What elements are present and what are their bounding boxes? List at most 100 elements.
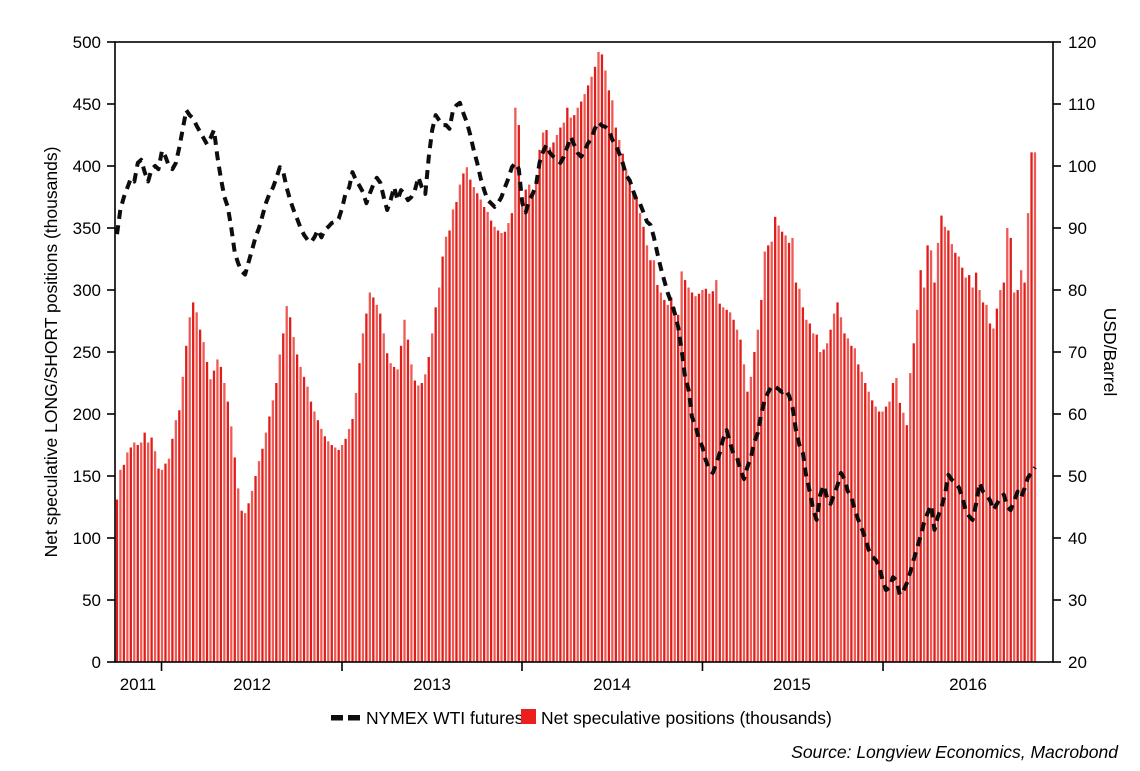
bar [493, 226, 496, 662]
left-tick-label: 400 [73, 157, 101, 176]
bar [1023, 282, 1026, 662]
bar [621, 153, 624, 662]
bar [406, 339, 410, 662]
bar [517, 125, 520, 662]
bar [306, 386, 309, 662]
bar [140, 442, 143, 662]
bar [673, 307, 676, 662]
bar [448, 230, 451, 663]
bar [119, 469, 122, 662]
bar [209, 379, 212, 662]
bar [354, 392, 358, 662]
bar [503, 231, 507, 662]
bar [389, 363, 392, 662]
bar [988, 323, 992, 662]
bar [410, 364, 413, 662]
bar [950, 244, 953, 662]
bar [780, 231, 784, 662]
bar [334, 447, 337, 662]
bar [701, 290, 704, 662]
bar [839, 317, 843, 662]
legend-square-icon [521, 709, 536, 724]
right-tick-label: 20 [1068, 653, 1087, 672]
bar [403, 319, 406, 662]
source-note: Source: Longview Economics, Macrobond [791, 742, 1119, 762]
year-label: 2016 [949, 675, 987, 694]
bar [337, 449, 340, 662]
bar [160, 469, 164, 662]
bar [697, 293, 701, 662]
bar [725, 309, 728, 662]
bar [386, 353, 389, 662]
bar [136, 445, 139, 662]
bar [600, 54, 604, 662]
bar [441, 256, 444, 662]
bar [302, 376, 306, 662]
bar [268, 416, 271, 662]
bar [898, 402, 902, 662]
bar [285, 306, 288, 662]
bar [722, 307, 725, 662]
bar [476, 193, 479, 662]
bar [593, 66, 597, 663]
bar [323, 436, 326, 662]
bar [1026, 213, 1030, 662]
bar [888, 401, 891, 662]
right-tick-label: 80 [1068, 281, 1087, 300]
bar [299, 366, 302, 662]
bar [396, 369, 399, 662]
bars-series [115, 51, 1037, 663]
bar [559, 127, 562, 662]
bar [340, 445, 344, 662]
bar [372, 297, 375, 662]
bar [444, 236, 448, 662]
bar [147, 442, 150, 662]
bar [597, 51, 600, 663]
right-axis-label: USD/Barrel [1100, 308, 1120, 397]
bar [902, 412, 905, 662]
bar [611, 100, 614, 662]
bar [212, 370, 216, 662]
right-tick-label: 110 [1068, 95, 1095, 114]
bar [770, 241, 773, 662]
bar [257, 461, 261, 662]
right-tick-label: 70 [1068, 343, 1087, 362]
bar [157, 468, 160, 662]
bar [174, 420, 178, 662]
bar [458, 184, 462, 662]
bar [715, 280, 718, 662]
bar [884, 406, 888, 662]
bar [974, 272, 978, 662]
bar [843, 333, 846, 662]
bar [1030, 152, 1033, 663]
bar [198, 329, 202, 662]
bar [985, 304, 988, 662]
bar [282, 333, 285, 662]
bar [555, 135, 559, 662]
bar [514, 107, 517, 663]
bar [774, 216, 777, 662]
bar [978, 290, 981, 662]
bar [330, 445, 333, 662]
bar [1006, 228, 1009, 662]
bar [805, 319, 808, 662]
bar [219, 366, 223, 662]
wti-line-path [115, 100, 1037, 597]
bar [361, 333, 365, 662]
bar [940, 215, 943, 662]
bar [344, 438, 347, 662]
bar [912, 343, 915, 662]
bar [614, 127, 617, 662]
right-tick-label: 50 [1068, 467, 1087, 486]
bar [999, 290, 1002, 662]
bar [971, 287, 974, 662]
bar [891, 383, 895, 662]
bar [569, 117, 572, 662]
bar [420, 383, 423, 662]
bar [375, 304, 378, 662]
bar [905, 425, 908, 662]
bar [864, 383, 867, 662]
bar [954, 252, 957, 663]
bar [981, 302, 985, 662]
